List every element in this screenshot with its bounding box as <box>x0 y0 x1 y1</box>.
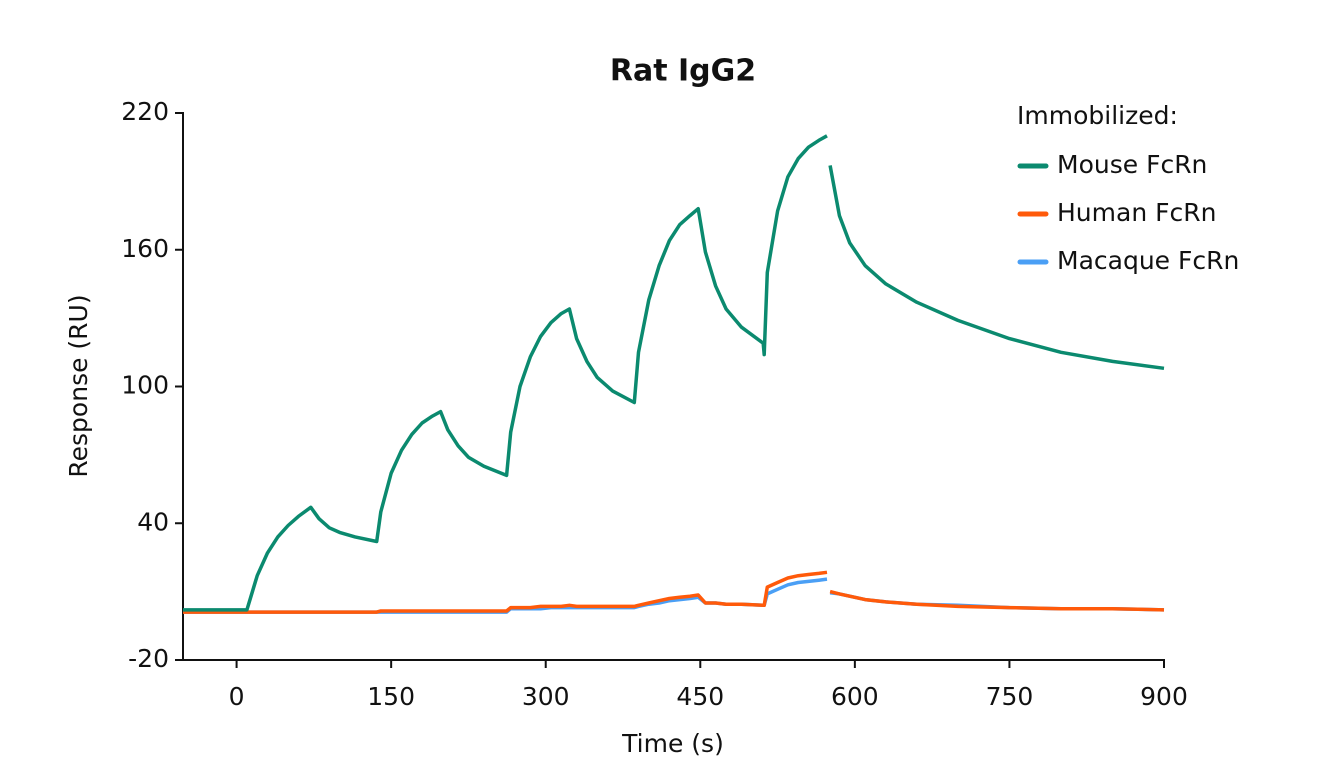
y-tick-label: 220 <box>121 97 169 126</box>
y-axis-label: Response (RU) <box>64 294 93 477</box>
y-tick-label: -20 <box>128 644 169 673</box>
x-tick-label: 300 <box>522 682 570 711</box>
legend-label: Mouse FcRn <box>1057 150 1207 179</box>
x-tick-label: 0 <box>229 682 245 711</box>
x-tick-label: 750 <box>986 682 1034 711</box>
y-tick-label: 40 <box>137 507 169 536</box>
x-tick-label: 450 <box>676 682 724 711</box>
x-tick-label: 600 <box>831 682 879 711</box>
y-tick-label: 160 <box>121 234 169 263</box>
y-tick-label: 100 <box>121 371 169 400</box>
legend-label: Macaque FcRn <box>1057 246 1239 275</box>
legend-title: Immobilized: <box>1017 101 1178 130</box>
chart-title: Rat IgG2 <box>610 54 756 89</box>
x-tick-label: 150 <box>367 682 415 711</box>
x-axis-label: Time (s) <box>621 729 724 758</box>
x-tick-label: 900 <box>1140 682 1188 711</box>
series-line <box>183 134 1165 612</box>
series-line <box>183 570 1165 614</box>
legend-label: Human FcRn <box>1057 198 1216 227</box>
